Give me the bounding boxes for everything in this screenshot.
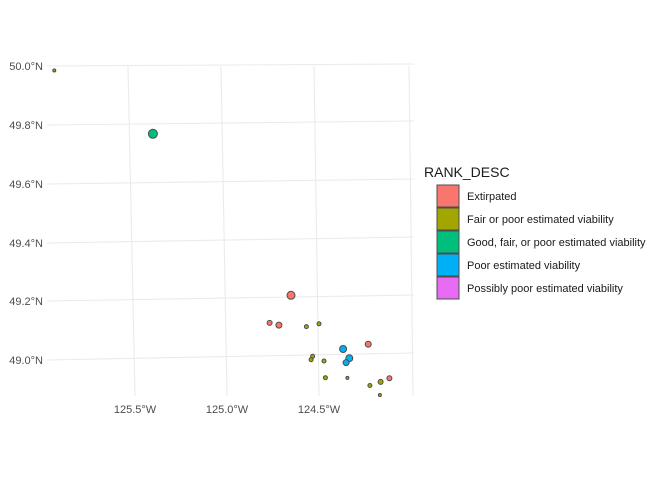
legend: RANK_DESC Extirpated Fair or poor estima…	[424, 164, 646, 300]
occurrence-polygon-poor-estimated-viability	[339, 345, 348, 353]
occurrence-polygon-extirpated	[364, 340, 372, 348]
occurrence-polygon-fair-or-poor-estimated-viability	[322, 375, 328, 381]
legend-key-good-fair-or-poor	[436, 230, 460, 254]
legend-label: Extirpated	[467, 191, 517, 203]
longitude-gridlines	[127, 65, 414, 397]
occurrence-polygon-poor-estimated-viability	[342, 359, 350, 367]
occurrence-polygon-fair-or-poor-estimated-viability	[345, 375, 350, 380]
occurrence-polygon-fair-or-poor-estimated-viability	[316, 321, 322, 327]
y-axis-labels: 50.0°N 49.8°N 49.6°N 49.4°N 49.2°N 49.0°…	[9, 61, 43, 367]
lat-tick-label: 49.2°N	[9, 296, 43, 308]
lon-tick-label: 124.5°W	[298, 404, 341, 416]
occurrence-polygon-extirpated	[286, 290, 296, 300]
occurrence-polygon-fair-or-poor-estimated-viability	[303, 324, 309, 330]
legend-label: Poor estimated viability	[467, 260, 581, 272]
legend-key-extirpated	[436, 184, 460, 208]
legend-label: Fair or poor estimated viability	[467, 214, 614, 226]
occurrence-polygon-fair-or-poor-estimated-viability	[308, 357, 314, 363]
legend-key-poor	[436, 253, 460, 277]
occurrence-polygon-fair-or-poor-estimated-viability	[321, 358, 327, 364]
occurrence-polygon-fair-or-poor-estimated-viability	[52, 68, 57, 73]
occurrence-polygon-fair-or-poor-estimated-viability	[367, 383, 373, 388]
legend-key-fair-or-poor	[436, 207, 460, 231]
legend-label: Good, fair, or poor estimated viability	[467, 237, 646, 249]
lon-tick-label: 125.5°W	[114, 404, 157, 416]
legend-label: Possibly poor estimated viability	[467, 283, 623, 295]
x-axis-labels: 125.5°W 125.0°W 124.5°W	[114, 404, 341, 416]
legend-key-possibly-poor	[436, 276, 460, 300]
occurrence-polygon-extirpated	[386, 375, 393, 382]
legend-title: RANK_DESC	[424, 164, 510, 180]
lat-tick-label: 49.8°N	[9, 120, 43, 132]
occurrence-polygon-fair-or-poor-estimated-viability	[377, 393, 382, 397]
lat-tick-label: 49.0°N	[9, 355, 43, 367]
occurrence-polygon-extirpated	[266, 319, 273, 326]
occurrence-polygon-good-fair-or-poor-estimated-viability	[147, 128, 158, 139]
latitude-gridlines	[46, 63, 415, 361]
lat-tick-label: 49.6°N	[9, 179, 43, 191]
lon-tick-label: 125.0°W	[206, 404, 249, 416]
map-panel	[46, 63, 415, 397]
occurrence-polygon-extirpated	[275, 321, 283, 329]
lat-tick-label: 49.4°N	[9, 238, 43, 250]
lat-tick-label: 50.0°N	[9, 61, 43, 73]
feature-layer	[52, 68, 393, 397]
occurrence-polygon-fair-or-poor-estimated-viability	[377, 378, 384, 385]
